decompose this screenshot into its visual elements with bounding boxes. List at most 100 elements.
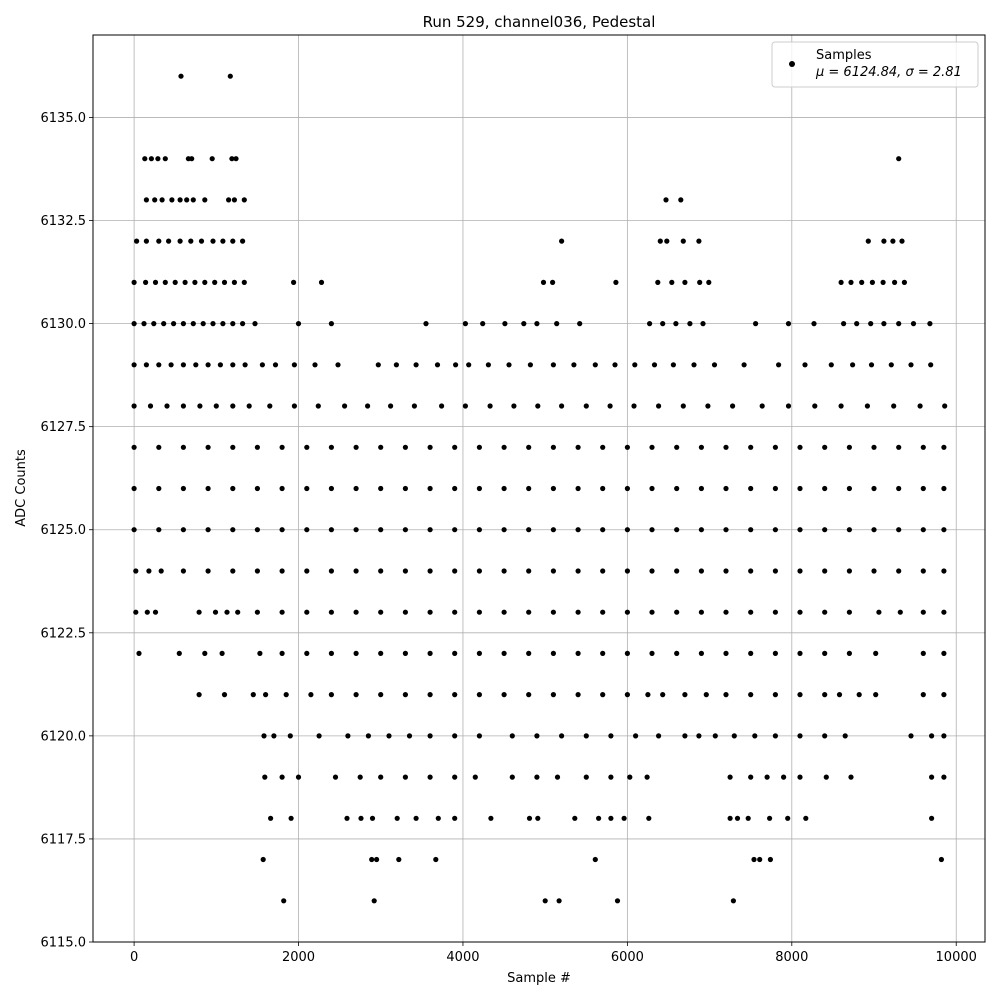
data-point <box>198 238 205 244</box>
data-point <box>344 815 350 821</box>
data-point <box>304 609 310 615</box>
data-point <box>757 856 763 863</box>
data-point <box>614 898 621 904</box>
data-point <box>920 485 926 492</box>
data-point <box>608 733 614 739</box>
data-point <box>156 362 162 368</box>
data-point <box>896 485 902 492</box>
data-point <box>143 197 149 203</box>
data-point <box>433 856 439 863</box>
data-point <box>488 815 494 821</box>
data-point <box>411 403 417 409</box>
data-point <box>205 527 211 533</box>
data-point <box>156 444 162 450</box>
data-point <box>655 279 661 285</box>
data-point <box>316 733 322 739</box>
data-point <box>624 527 631 533</box>
data-point <box>941 444 947 450</box>
data-point <box>131 279 137 285</box>
data-point <box>550 279 556 285</box>
y-tick-label: 6122.5 <box>41 626 87 641</box>
data-point <box>240 321 246 327</box>
data-point <box>501 568 507 574</box>
data-point <box>575 650 581 657</box>
data-point <box>687 321 693 327</box>
data-point <box>427 609 433 615</box>
data-point <box>452 485 458 492</box>
data-point <box>386 733 392 739</box>
data-point <box>797 774 803 780</box>
data-point <box>613 279 619 285</box>
data-point <box>592 856 598 863</box>
data-point <box>476 527 482 533</box>
data-point <box>526 650 532 657</box>
data-point <box>182 279 188 285</box>
data-point <box>753 321 759 327</box>
data-point <box>283 692 289 698</box>
data-point <box>143 238 149 244</box>
data-point <box>723 485 729 492</box>
data-point <box>920 568 926 574</box>
data-point <box>680 403 686 409</box>
data-point <box>822 650 828 657</box>
data-point <box>846 568 853 574</box>
y-tick-label: 6120.0 <box>41 729 87 744</box>
data-point <box>402 568 408 574</box>
data-point <box>674 650 680 657</box>
data-point <box>396 856 402 863</box>
data-point <box>393 362 399 368</box>
data-point <box>723 527 729 533</box>
data-point <box>353 444 359 450</box>
data-point <box>190 197 196 203</box>
data-point <box>466 362 472 368</box>
data-point <box>797 609 803 615</box>
data-point <box>748 692 754 698</box>
data-point <box>705 403 711 409</box>
data-point <box>279 650 285 657</box>
data-point <box>660 321 666 327</box>
data-point <box>452 815 458 821</box>
data-point <box>146 568 152 574</box>
data-point <box>727 774 733 780</box>
data-point <box>941 650 947 657</box>
data-point <box>612 362 618 368</box>
data-point <box>575 692 581 698</box>
data-point <box>506 362 512 368</box>
data-point <box>254 609 260 615</box>
data-point <box>600 444 606 450</box>
data-point <box>802 362 808 368</box>
data-point <box>873 650 879 657</box>
data-point <box>772 527 779 533</box>
data-point <box>797 733 803 739</box>
data-point <box>342 403 348 409</box>
data-point <box>427 568 433 574</box>
data-point <box>378 568 384 574</box>
data-point <box>212 609 219 615</box>
data-point <box>205 568 211 574</box>
data-point <box>279 444 285 450</box>
data-point <box>453 362 459 368</box>
data-point <box>600 568 606 574</box>
data-point <box>242 362 248 368</box>
data-point <box>600 692 606 698</box>
data-point <box>941 774 947 780</box>
data-point <box>577 321 583 327</box>
data-point <box>631 403 637 409</box>
data-point <box>427 774 433 780</box>
data-point <box>156 238 162 244</box>
data-point <box>822 733 828 739</box>
data-point <box>572 815 578 821</box>
data-point <box>856 692 862 698</box>
data-point <box>501 650 507 657</box>
data-point <box>136 650 142 657</box>
data-point <box>526 485 532 492</box>
data-point <box>846 650 853 657</box>
data-point <box>698 609 705 615</box>
data-point <box>162 156 168 162</box>
data-point <box>158 568 164 574</box>
data-point <box>180 403 186 409</box>
data-point <box>250 692 256 698</box>
data-point <box>607 403 613 409</box>
data-point <box>230 362 236 368</box>
